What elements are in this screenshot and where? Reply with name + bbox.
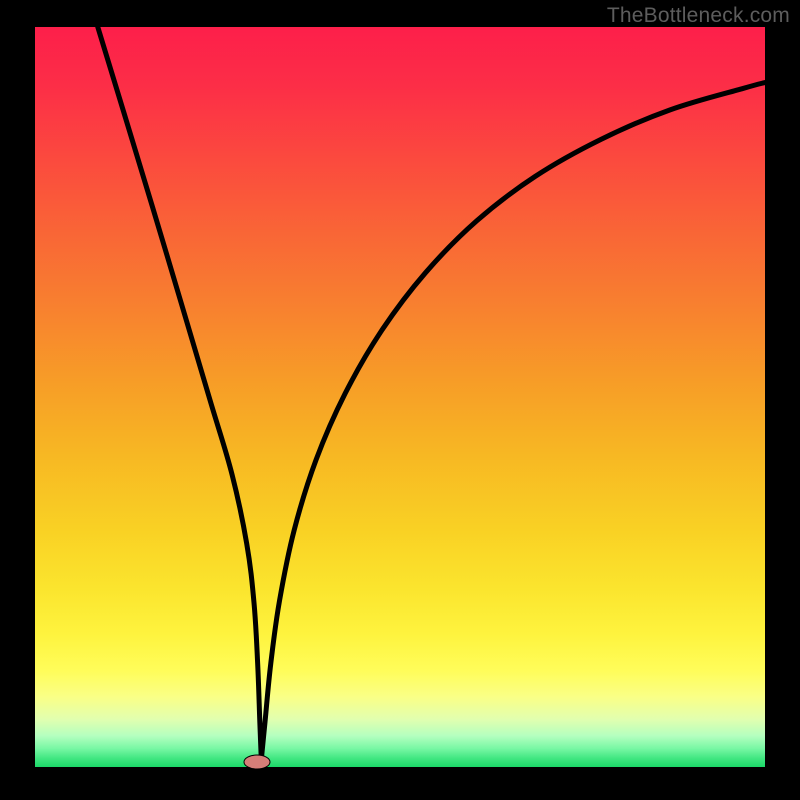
chart-root: TheBottleneck.com <box>0 0 800 800</box>
optimum-marker <box>244 755 270 769</box>
gradient-background <box>35 27 765 767</box>
chart-svg <box>0 0 800 800</box>
watermark-text: TheBottleneck.com <box>607 4 790 28</box>
